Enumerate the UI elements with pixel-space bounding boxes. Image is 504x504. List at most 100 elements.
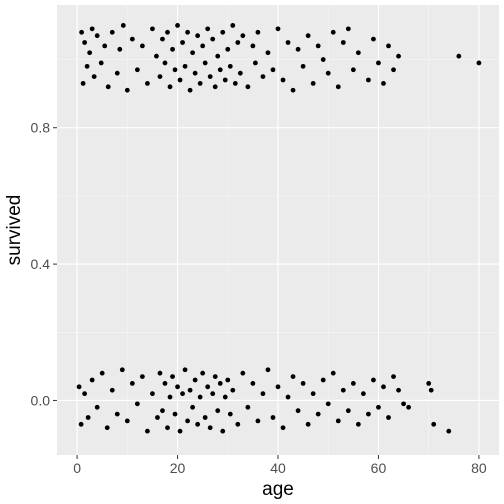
data-point-survived bbox=[162, 60, 168, 66]
data-point-not-survived bbox=[78, 421, 84, 427]
data-point-not-survived bbox=[157, 370, 163, 376]
data-point-not-survived bbox=[185, 418, 190, 424]
data-point-survived bbox=[160, 36, 165, 42]
data-point-not-survived bbox=[89, 377, 95, 383]
data-point-survived bbox=[386, 43, 391, 49]
y-tick-label: 0.0 bbox=[31, 392, 51, 408]
data-point-survived bbox=[255, 29, 261, 35]
data-point-survived bbox=[105, 84, 111, 90]
data-point-not-survived bbox=[235, 421, 241, 427]
data-point-not-survived bbox=[192, 377, 198, 383]
data-point-survived bbox=[240, 33, 246, 39]
data-point-survived bbox=[87, 50, 93, 56]
data-point-not-survived bbox=[134, 401, 140, 407]
data-point-survived bbox=[275, 26, 281, 32]
data-point-survived bbox=[285, 40, 291, 45]
data-point-survived bbox=[202, 60, 208, 66]
data-point-survived bbox=[227, 63, 233, 69]
data-point-survived bbox=[250, 43, 256, 49]
data-point-survived bbox=[371, 36, 376, 42]
data-point-survived bbox=[207, 74, 213, 79]
data-point-not-survived bbox=[207, 425, 213, 431]
data-point-survived bbox=[89, 26, 95, 32]
data-point-survived bbox=[185, 29, 190, 35]
data-point-survived bbox=[265, 50, 271, 56]
data-point-not-survived bbox=[180, 391, 185, 397]
data-point-not-survived bbox=[82, 391, 88, 397]
data-point-not-survived bbox=[280, 425, 286, 431]
data-point-survived bbox=[102, 43, 108, 49]
data-point-not-survived bbox=[167, 394, 173, 400]
data-point-survived bbox=[235, 40, 241, 45]
data-point-survived bbox=[225, 46, 231, 52]
data-point-not-survived bbox=[160, 408, 165, 414]
data-point-not-survived bbox=[270, 415, 276, 420]
data-point-not-survived bbox=[381, 384, 386, 390]
data-point-not-survived bbox=[197, 394, 203, 400]
data-point-survived bbox=[154, 53, 159, 59]
data-point-survived bbox=[190, 50, 196, 56]
data-point-not-survived bbox=[202, 415, 208, 420]
data-point-survived bbox=[134, 67, 140, 73]
y-axis-title: survived bbox=[4, 195, 25, 266]
data-point-not-survived bbox=[150, 391, 155, 397]
data-point-not-survived bbox=[182, 367, 188, 373]
data-point-survived bbox=[157, 74, 163, 79]
data-point-survived bbox=[456, 53, 462, 59]
data-point-survived bbox=[315, 43, 321, 49]
data-point-survived bbox=[150, 26, 155, 32]
data-point-not-survived bbox=[85, 415, 91, 420]
data-point-not-survived bbox=[431, 421, 437, 427]
y-axis: 0.0 0.4 0.8 bbox=[31, 120, 57, 408]
data-point-survived bbox=[172, 67, 178, 73]
data-point-not-survived bbox=[401, 401, 406, 407]
data-point-survived bbox=[290, 87, 296, 93]
data-point-survived bbox=[182, 63, 188, 69]
data-point-survived bbox=[114, 70, 120, 76]
data-point-not-survived bbox=[172, 411, 178, 417]
data-point-not-survived bbox=[240, 370, 246, 376]
data-point-not-survived bbox=[310, 391, 316, 397]
data-point-survived bbox=[124, 87, 130, 93]
data-point-survived bbox=[222, 77, 228, 83]
data-point-survived bbox=[381, 81, 386, 86]
data-point-survived bbox=[177, 77, 183, 83]
data-point-not-survived bbox=[200, 370, 206, 376]
data-point-not-survived bbox=[212, 374, 218, 379]
data-point-survived bbox=[187, 87, 193, 93]
data-point-survived bbox=[232, 81, 238, 86]
data-point-survived bbox=[366, 77, 371, 83]
data-point-not-survived bbox=[391, 374, 396, 379]
data-point-not-survived bbox=[371, 377, 376, 383]
data-point-survived bbox=[220, 29, 226, 35]
data-point-survived bbox=[139, 43, 145, 49]
data-point-not-survived bbox=[360, 391, 366, 397]
data-point-not-survived bbox=[345, 408, 351, 414]
data-point-not-survived bbox=[275, 384, 281, 390]
data-point-survived bbox=[192, 70, 198, 76]
data-point-not-survived bbox=[366, 411, 371, 417]
data-point-not-survived bbox=[255, 418, 261, 424]
data-point-not-survived bbox=[175, 384, 180, 390]
data-point-survived bbox=[245, 84, 251, 90]
data-point-not-survived bbox=[210, 391, 216, 397]
data-point-survived bbox=[335, 84, 341, 90]
data-point-survived bbox=[197, 81, 203, 86]
x-axis: 0 20 40 60 80 bbox=[73, 455, 487, 476]
x-tick-label: 40 bbox=[270, 460, 286, 476]
data-point-not-survived bbox=[250, 381, 256, 386]
data-point-survived bbox=[145, 81, 150, 86]
data-point-survived bbox=[129, 36, 135, 42]
data-point-survived bbox=[280, 77, 286, 83]
data-point-survived bbox=[396, 53, 401, 59]
data-point-not-survived bbox=[426, 381, 432, 386]
x-tick-label: 20 bbox=[170, 460, 186, 476]
data-point-not-survived bbox=[165, 425, 170, 431]
data-point-not-survived bbox=[215, 408, 221, 414]
data-point-not-survived bbox=[222, 394, 228, 400]
data-point-survived bbox=[79, 29, 85, 35]
major-gridlines bbox=[57, 5, 499, 455]
data-point-survived bbox=[355, 50, 361, 56]
data-point-not-survived bbox=[124, 418, 130, 424]
data-point-not-survived bbox=[187, 387, 193, 393]
